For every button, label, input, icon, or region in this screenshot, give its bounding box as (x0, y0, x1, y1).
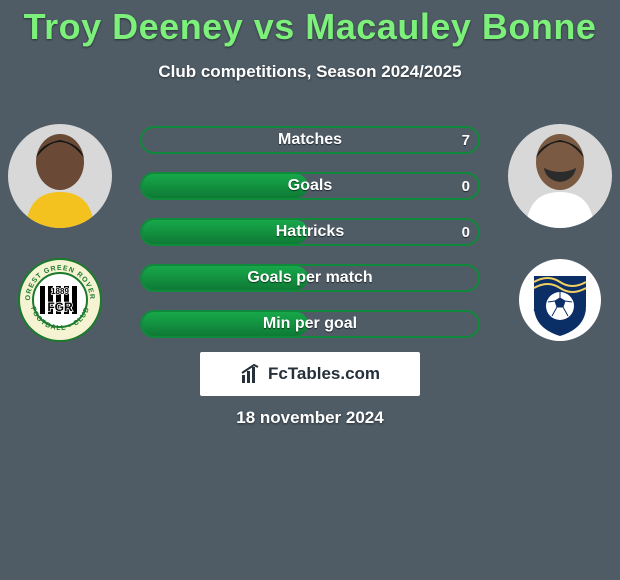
svg-text:FGR: FGR (47, 300, 73, 314)
stat-row: Goals per match (140, 264, 480, 292)
stat-label: Matches (140, 126, 480, 154)
stat-label: Hattricks (140, 218, 480, 246)
page-title: Troy Deeney vs Macauley Bonne (0, 0, 620, 48)
watermark: FcTables.com (200, 352, 420, 396)
player-left-photo (8, 124, 112, 228)
club-right-badge: SOUTHEND UNITED (518, 258, 602, 342)
club-left-badge-icon: FOREST GREEN ROVERS FOOTBALL • CLUB 1889… (18, 258, 102, 342)
player-right-silhouette-icon (520, 128, 600, 228)
stat-row: 0Goals (140, 172, 480, 200)
stat-row: 7Matches (140, 126, 480, 154)
stat-row: Min per goal (140, 310, 480, 338)
player-right-photo (508, 124, 612, 228)
stat-bars: 7Matches 0Goals 0Hattricks Goals per match M… (140, 126, 480, 356)
stat-label: Goals (140, 172, 480, 200)
subtitle: Club competitions, Season 2024/2025 (0, 62, 620, 82)
stat-row: 0Hattricks (140, 218, 480, 246)
svg-text:1889: 1889 (51, 287, 69, 296)
watermark-text: FcTables.com (268, 364, 380, 384)
player-left-silhouette-icon (20, 128, 100, 228)
club-right-badge-icon: SOUTHEND UNITED (518, 258, 602, 342)
bar-chart-icon (240, 363, 262, 385)
stat-label: Min per goal (140, 310, 480, 338)
stat-label: Goals per match (140, 264, 480, 292)
comparison-date: 18 november 2024 (0, 408, 620, 428)
club-left-badge: FOREST GREEN ROVERS FOOTBALL • CLUB 1889… (18, 258, 102, 342)
